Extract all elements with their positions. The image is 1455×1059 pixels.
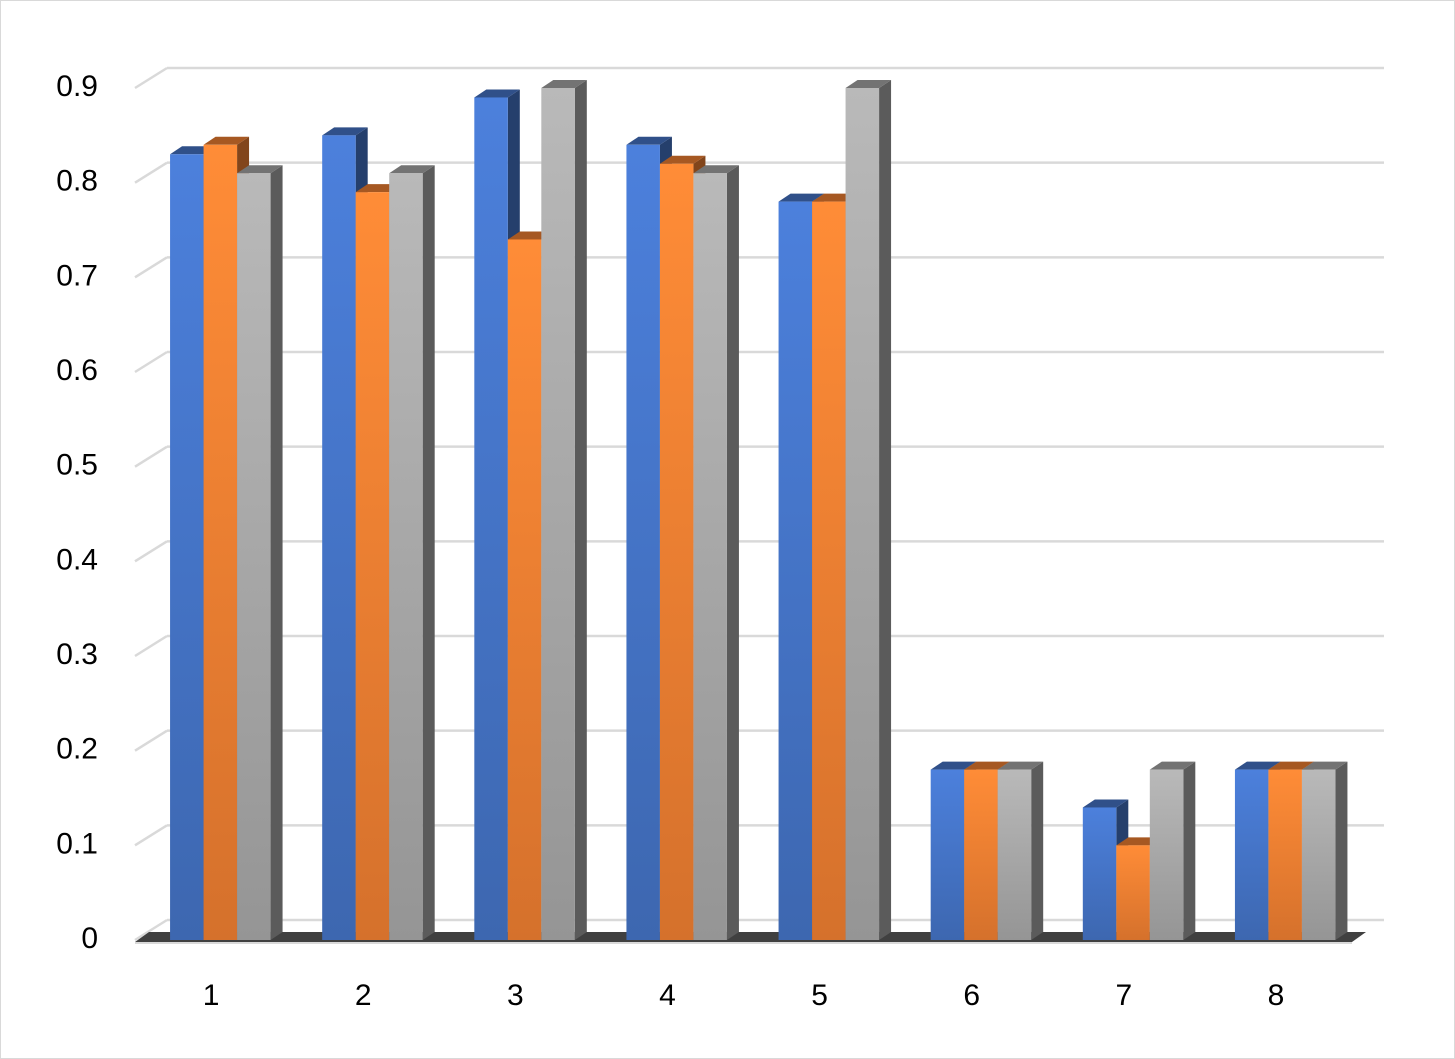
grid-line-side	[134, 540, 168, 563]
y-tick-label: 0.3	[56, 638, 98, 671]
x-tick-label: 3	[507, 979, 524, 1012]
bar	[1268, 769, 1302, 940]
y-tick-label: 0.5	[56, 449, 98, 482]
bar-top	[964, 761, 1010, 770]
bar-side	[270, 165, 283, 940]
y-tick-label: 0.9	[56, 70, 98, 103]
floor	[135, 932, 1366, 942]
grid-line-side	[134, 445, 168, 468]
bar-side	[1335, 761, 1348, 940]
grid-line-side	[134, 350, 168, 374]
y-tick-label: 0.6	[56, 354, 98, 387]
bar	[1116, 845, 1150, 940]
grid-line-side	[134, 729, 168, 752]
y-tick-label: 0.2	[56, 733, 98, 766]
bar	[1149, 769, 1184, 940]
bar	[693, 173, 727, 940]
bar-top	[1149, 761, 1196, 770]
x-tick-label: 1	[203, 979, 220, 1012]
bar	[541, 88, 575, 940]
bar-top	[322, 127, 368, 136]
x-tick-label: 6	[963, 979, 980, 1012]
bar-top	[1268, 761, 1314, 770]
bar-side	[422, 165, 435, 940]
bar-top	[1082, 799, 1129, 808]
bar	[389, 173, 423, 940]
y-tick-label: 0.4	[56, 543, 98, 576]
bar	[507, 239, 542, 940]
bar	[930, 769, 965, 940]
bar	[322, 135, 356, 941]
bar	[203, 144, 238, 941]
grid-line-side	[134, 161, 168, 184]
bar-side	[879, 80, 892, 940]
bar-side	[574, 80, 587, 940]
bar	[474, 97, 508, 940]
bar	[845, 88, 880, 940]
bar	[1301, 769, 1336, 940]
grid-line-side	[134, 66, 168, 90]
bar	[1082, 807, 1117, 940]
grid-line-side	[134, 634, 168, 658]
bar-top	[541, 80, 587, 88]
bar-top	[237, 165, 283, 174]
bar	[626, 144, 660, 941]
bar-top	[930, 761, 977, 770]
bar-side	[726, 165, 739, 940]
x-tick-label: 2	[355, 979, 372, 1012]
bar	[778, 201, 813, 941]
bar-top	[659, 155, 706, 164]
bar-side	[1183, 761, 1196, 940]
bar-top	[693, 165, 739, 174]
bar-top	[1234, 761, 1281, 770]
bar	[659, 163, 694, 940]
bar	[997, 769, 1032, 940]
x-tick-label: 7	[1115, 979, 1132, 1012]
bar-top	[778, 193, 825, 202]
grid-line-side	[134, 824, 168, 847]
y-tick-label: 0.7	[56, 259, 98, 292]
bar-top	[1301, 761, 1348, 770]
bar-top	[389, 165, 435, 174]
bar	[812, 201, 846, 941]
bar	[170, 154, 204, 940]
bar	[1234, 769, 1269, 940]
bar	[355, 192, 390, 941]
y-tick-label: 0	[81, 922, 98, 955]
grid-line-side	[134, 918, 168, 942]
x-tick-label: 4	[659, 979, 676, 1012]
x-tick-label: 8	[1268, 979, 1285, 1012]
bar-top	[626, 136, 672, 145]
bar	[237, 173, 271, 940]
bar-top	[997, 761, 1044, 770]
grid-line-side	[134, 256, 168, 279]
y-tick-label: 0.8	[56, 165, 98, 198]
y-tick-label: 0.1	[56, 827, 98, 860]
x-tick-label: 5	[811, 979, 828, 1012]
bar	[964, 769, 998, 940]
bar-top	[474, 89, 520, 98]
bar-top	[845, 80, 892, 88]
bar-side	[1031, 761, 1044, 940]
bar-top	[203, 136, 250, 145]
